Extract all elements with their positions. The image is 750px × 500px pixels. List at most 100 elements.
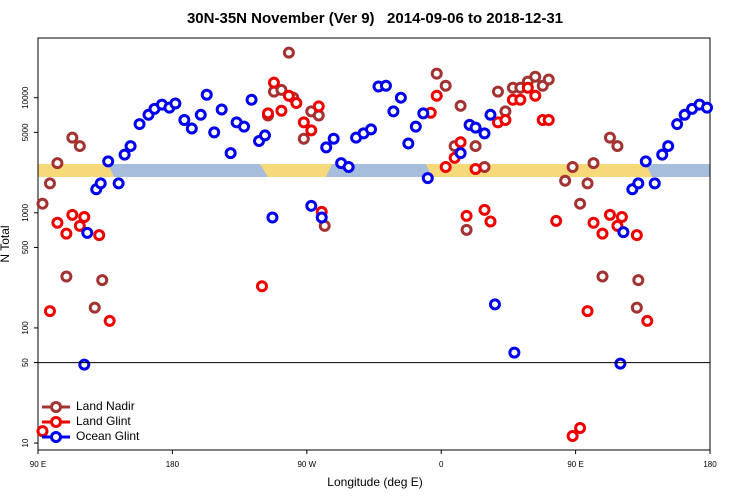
point	[327, 132, 340, 145]
point	[387, 105, 400, 118]
legend-marker	[50, 416, 62, 428]
point	[478, 203, 491, 216]
point	[102, 155, 115, 168]
point	[282, 46, 295, 59]
point	[60, 227, 73, 240]
point	[587, 216, 600, 229]
point	[514, 93, 527, 106]
point	[439, 160, 452, 173]
point	[491, 85, 504, 98]
point	[581, 177, 594, 190]
point	[559, 174, 572, 187]
point	[430, 67, 443, 80]
point	[617, 226, 630, 239]
point	[261, 107, 274, 120]
point	[267, 76, 280, 89]
x-tick-label: 0	[439, 460, 444, 469]
y-tick-label: 5000	[21, 123, 30, 141]
point	[439, 79, 452, 92]
x-tick-label: 180	[166, 460, 180, 469]
point	[615, 210, 628, 223]
point	[529, 89, 542, 102]
point	[224, 147, 237, 160]
point	[550, 214, 563, 227]
point	[469, 121, 482, 134]
point	[36, 425, 49, 438]
land-strip	[426, 164, 652, 177]
point	[542, 114, 555, 127]
point	[596, 270, 609, 283]
marks	[36, 46, 714, 443]
legend-label: Land Glint	[76, 414, 131, 428]
point	[81, 226, 94, 239]
point	[66, 208, 79, 221]
point	[639, 155, 652, 168]
point	[258, 129, 271, 142]
x-tick-label: 90 E	[30, 460, 46, 469]
legend-label: Ocean Glint	[76, 429, 140, 443]
point	[460, 209, 473, 222]
point	[297, 116, 310, 129]
point	[185, 122, 198, 135]
point	[656, 148, 669, 161]
point	[574, 197, 587, 210]
point	[701, 101, 714, 114]
point	[305, 199, 318, 212]
point	[614, 357, 627, 370]
point	[499, 114, 512, 127]
point	[94, 177, 107, 190]
point	[118, 148, 131, 161]
point	[630, 301, 643, 314]
point	[208, 126, 221, 139]
point	[245, 93, 258, 106]
point	[574, 422, 587, 435]
point	[630, 229, 643, 242]
point	[632, 177, 645, 190]
point	[587, 157, 600, 170]
point	[60, 270, 73, 283]
point	[297, 132, 310, 145]
point	[51, 157, 64, 170]
point	[290, 96, 303, 109]
point	[169, 97, 182, 110]
y-tick-label: 10000	[21, 86, 30, 109]
point	[409, 120, 422, 133]
point	[529, 70, 542, 83]
point	[200, 88, 213, 101]
point	[484, 215, 497, 228]
y-tick-label: 50	[21, 358, 30, 367]
point	[478, 127, 491, 140]
point	[641, 314, 654, 327]
point	[488, 298, 501, 311]
x-tick-label: 90 W	[297, 460, 316, 469]
point	[73, 219, 86, 232]
point	[365, 123, 378, 136]
point	[312, 100, 325, 113]
point	[508, 346, 521, 359]
point	[678, 108, 691, 121]
point	[43, 305, 56, 318]
x-axis-label: Longitude (deg E)	[327, 475, 422, 489]
point	[402, 137, 415, 150]
point	[648, 177, 661, 190]
point	[133, 118, 146, 131]
point	[78, 358, 91, 371]
point	[454, 147, 467, 160]
point	[394, 91, 407, 104]
point	[73, 140, 86, 153]
point	[124, 140, 137, 153]
plot-frame	[37, 37, 711, 451]
point	[469, 140, 482, 153]
point	[266, 211, 279, 224]
point	[282, 89, 295, 102]
point	[566, 160, 579, 173]
point	[305, 124, 318, 137]
y-tick-label: 500	[21, 240, 30, 254]
point	[521, 81, 534, 94]
legend-marker	[50, 431, 62, 443]
x-tick-label: 90 E	[567, 460, 583, 469]
land-strip	[260, 164, 332, 177]
point	[421, 172, 434, 185]
point	[88, 301, 101, 314]
